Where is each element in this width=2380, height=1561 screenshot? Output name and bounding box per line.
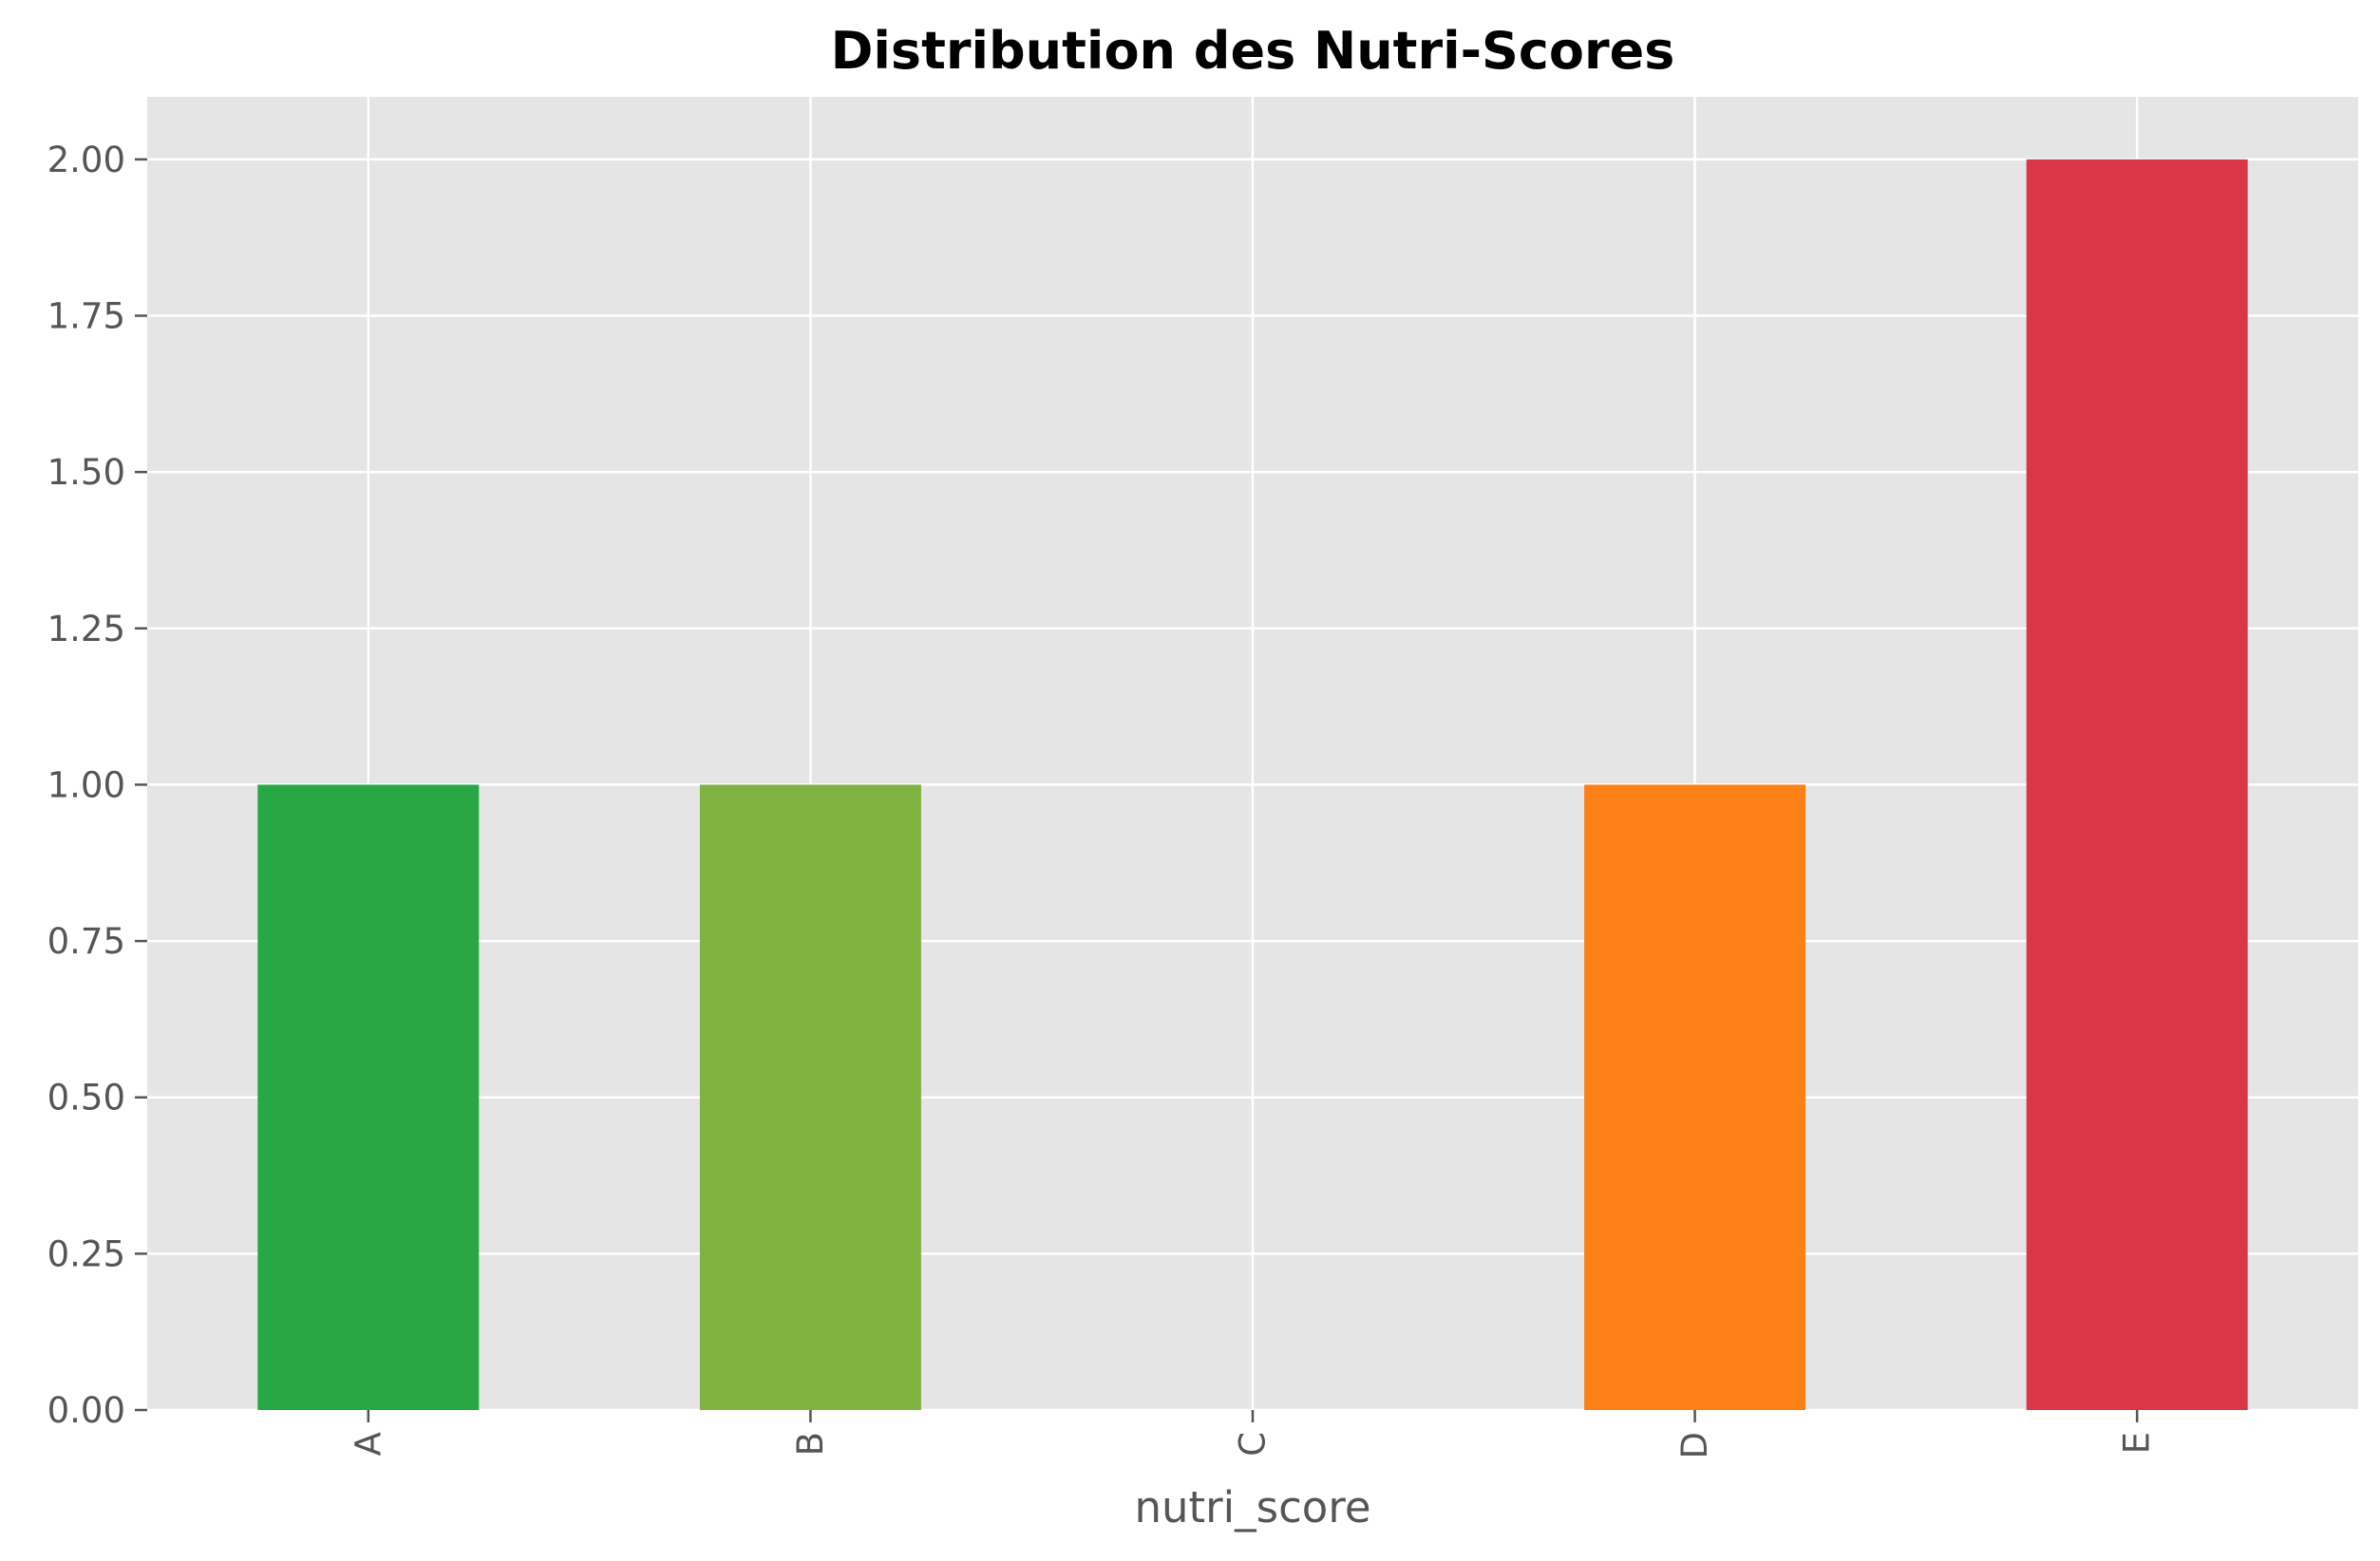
y-tick-label: 2.00 [47, 140, 125, 180]
x-tick-label: A [348, 1432, 388, 1456]
x-tick-label: D [1674, 1432, 1715, 1459]
chart-title: Distribution des Nutri-Scores [831, 21, 1675, 81]
bar-a [257, 784, 480, 1410]
bar-d [1584, 784, 1806, 1410]
x-tick-label: B [790, 1432, 831, 1456]
x-axis-label: nutri_score [1134, 1482, 1370, 1533]
y-tick-label: 1.25 [47, 609, 125, 649]
y-tick-label: 0.00 [47, 1390, 125, 1431]
y-tick-label: 1.50 [47, 452, 125, 493]
x-tick-label: E [2117, 1432, 2158, 1454]
y-axis: 0.00 0.25 0.50 0.75 1.00 1.25 1.50 1.75 2.00 [47, 140, 147, 1431]
x-axis: A B C D E [348, 1410, 2158, 1459]
y-tick-label: 0.75 [47, 921, 125, 962]
y-tick-label: 1.00 [47, 764, 125, 805]
bar-b [699, 784, 921, 1410]
y-tick-label: 0.25 [47, 1233, 125, 1274]
bar-e [2026, 159, 2248, 1410]
bars [257, 159, 2248, 1410]
y-tick-label: 1.75 [47, 296, 125, 337]
x-tick-label: C [1233, 1432, 1274, 1457]
y-tick-label: 0.50 [47, 1078, 125, 1119]
